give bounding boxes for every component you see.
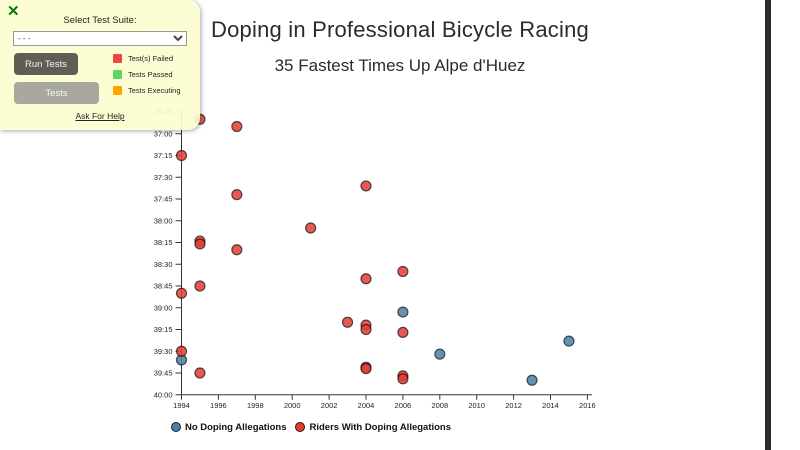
- data-point[interactable]: [360, 273, 372, 285]
- chart-legend: No Doping Allegations Riders With Doping…: [0, 420, 622, 434]
- y-tick-label: 39:45: [154, 369, 173, 378]
- x-tick-label: 2000: [284, 401, 301, 410]
- data-point[interactable]: [194, 238, 206, 250]
- tests-button[interactable]: Tests: [14, 82, 99, 104]
- page-title: Doping in Professional Bicycle Racing: [211, 17, 589, 42]
- data-point[interactable]: [175, 345, 188, 357]
- x-tick-label: 2006: [395, 401, 412, 410]
- tests-failed-label: Test(s) Failed: [128, 54, 174, 63]
- tests-executing-row: Tests Executing: [113, 86, 181, 95]
- y-tick-label: 38:15: [154, 238, 173, 247]
- data-point[interactable]: [360, 323, 372, 336]
- right-edge-bar: [765, 0, 771, 450]
- tests-failed-row: Test(s) Failed: [113, 54, 173, 63]
- y-tick-label: 38:45: [154, 282, 173, 291]
- ask-for-help-link[interactable]: Ask For Help: [75, 111, 125, 121]
- legend-label: Riders With Doping Allegations: [309, 421, 452, 433]
- y-tick-label: 39:15: [154, 325, 173, 334]
- select-test-suite-label: Select Test Suite:: [63, 15, 137, 26]
- y-tick-label: 40:00: [154, 390, 173, 399]
- x-tick-label: 2002: [321, 401, 338, 410]
- tests-failed-swatch-icon: [113, 54, 122, 63]
- test-suite-select[interactable]: - - -: [13, 31, 187, 46]
- tests-executing-swatch-icon: [113, 86, 122, 95]
- x-tick-label: 1994: [173, 401, 190, 410]
- legend-item-no-doping: No Doping Allegations: [170, 421, 287, 433]
- page-subtitle: 35 Fastest Times Up Alpe d'Huez: [274, 56, 526, 75]
- x-tick-label: 1998: [247, 401, 264, 410]
- y-tick-label: 39:00: [154, 303, 173, 312]
- y-tick-label: 39:30: [154, 347, 173, 356]
- y-tick-label: 37:45: [154, 195, 173, 204]
- y-tick-label: 37:15: [154, 151, 173, 160]
- run-tests-button[interactable]: Run Tests: [14, 53, 78, 75]
- data-point[interactable]: [563, 335, 575, 347]
- tests-passed-label: Tests Passed: [128, 70, 173, 79]
- tests-passed-row: Tests Passed: [113, 70, 173, 79]
- x-tick-label: 2010: [468, 401, 485, 410]
- x-tick-label: 2014: [542, 401, 559, 410]
- x-tick-label: 2004: [358, 401, 375, 410]
- y-tick-label: 37:00: [154, 129, 173, 138]
- y-tick-label: 37:30: [154, 173, 173, 182]
- data-point[interactable]: [305, 222, 317, 234]
- data-point[interactable]: [175, 149, 188, 162]
- data-point[interactable]: [341, 316, 354, 328]
- tests-passed-swatch-icon: [113, 70, 122, 79]
- test-suite-panel: ✕ Select Test Suite: - - - Run Tests Tes…: [0, 0, 200, 130]
- data-point[interactable]: [231, 244, 243, 256]
- data-point[interactable]: [397, 326, 409, 338]
- blue-dot-icon: [170, 422, 181, 432]
- x-tick-label: 2012: [505, 401, 522, 410]
- data-point[interactable]: [194, 367, 206, 379]
- legend-item-doping: Riders With Doping Allegations: [295, 422, 451, 433]
- legend-label: No Doping Allegations: [184, 421, 287, 433]
- data-point[interactable]: [175, 287, 188, 299]
- data-point[interactable]: [231, 120, 243, 133]
- data-point[interactable]: [360, 363, 372, 375]
- x-tick-label: 2016: [579, 401, 596, 410]
- data-point[interactable]: [194, 280, 206, 292]
- data-point[interactable]: [231, 189, 243, 201]
- close-icon[interactable]: ✕: [7, 3, 20, 20]
- data-point[interactable]: [360, 180, 372, 192]
- ask-for-help-wrap: Ask For Help: [0, 111, 200, 121]
- x-tick-label: 2008: [431, 401, 448, 410]
- data-point[interactable]: [397, 306, 409, 318]
- y-tick-label: 38:00: [154, 216, 173, 225]
- data-point[interactable]: [397, 373, 409, 385]
- data-point[interactable]: [397, 265, 409, 278]
- data-point[interactable]: [434, 348, 446, 360]
- tests-executing-label: Tests Executing: [128, 86, 181, 95]
- data-point[interactable]: [526, 374, 538, 386]
- red-dot-icon: [295, 422, 306, 432]
- y-tick-label: 38:30: [154, 260, 173, 269]
- x-tick-label: 1996: [210, 401, 227, 410]
